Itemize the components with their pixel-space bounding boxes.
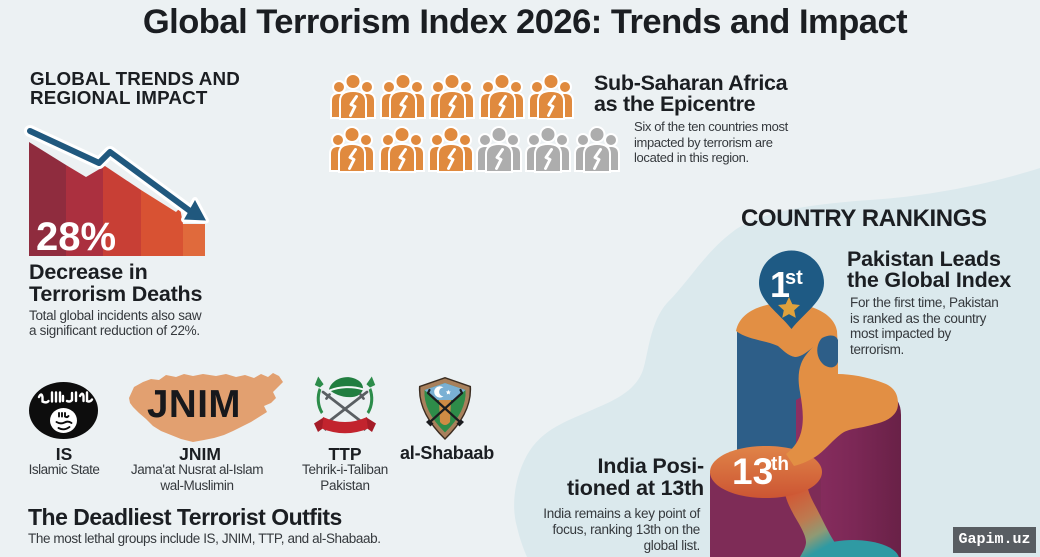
svg-text:28%: 28% — [36, 215, 116, 259]
svg-text:13: 13 — [732, 451, 773, 492]
svg-text:JNIM: JNIM — [147, 383, 241, 426]
svg-text:th: th — [771, 454, 789, 475]
svg-text:st: st — [785, 267, 803, 289]
svg-text:1: 1 — [770, 264, 790, 305]
